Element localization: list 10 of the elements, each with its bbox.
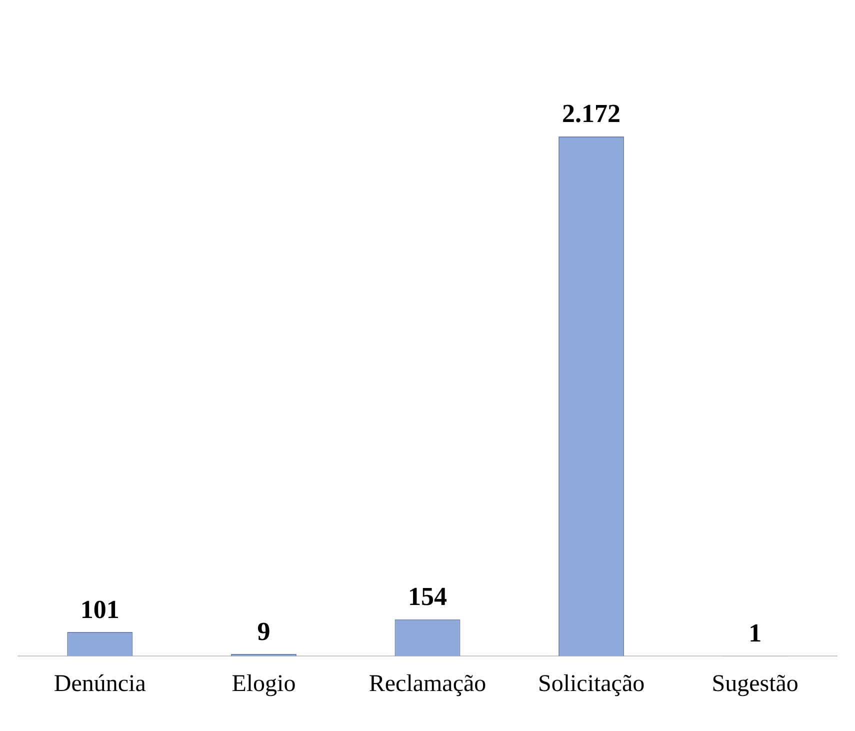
data-label: 9	[257, 616, 270, 646]
data-label: 101	[80, 594, 120, 624]
x-tick-label: Denúncia	[54, 670, 146, 697]
x-tick-label: Sugestão	[712, 670, 798, 697]
data-label: 1	[748, 618, 762, 648]
x-tick-label: Solicitação	[538, 670, 645, 697]
data-label: 2.172	[562, 99, 621, 128]
x-tick-label: Elogio	[232, 670, 296, 697]
x-tick-label: Reclamação	[368, 670, 486, 697]
data-label: 154	[408, 582, 447, 612]
